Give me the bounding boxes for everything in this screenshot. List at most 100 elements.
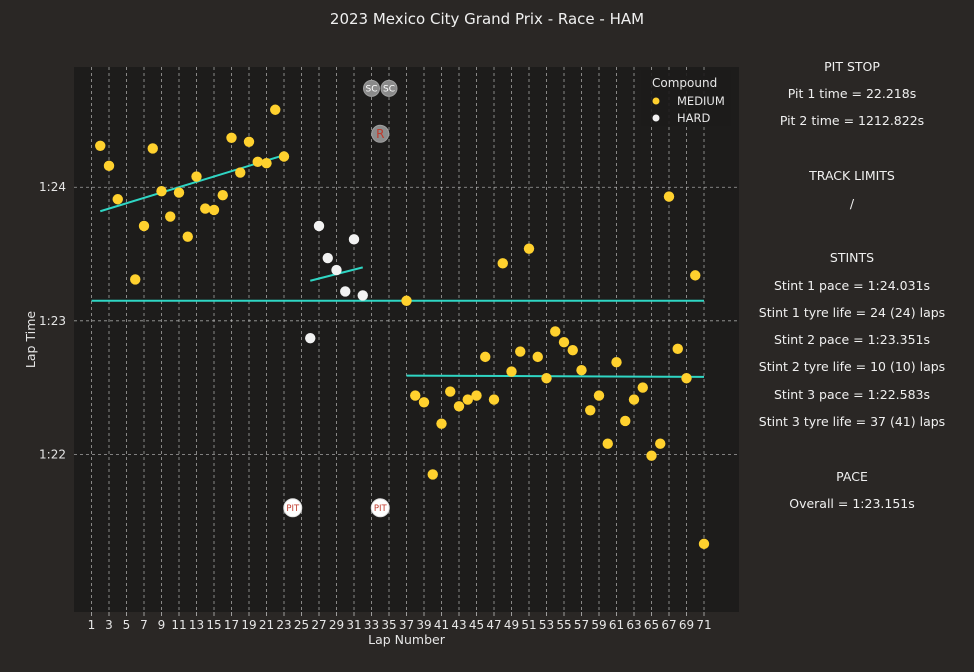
x-tick-label: 21 xyxy=(259,618,274,632)
medium-lap-point xyxy=(173,187,185,198)
x-tick-label: 63 xyxy=(626,618,641,632)
marker-sc-badge xyxy=(380,79,398,97)
medium-lap-point xyxy=(602,438,613,449)
medium-lap-point xyxy=(243,136,255,148)
marker-pit-badge xyxy=(283,498,303,518)
x-tick-label: 43 xyxy=(451,618,466,632)
medium-lap-point xyxy=(637,382,648,393)
y-axis-label: Lap Time xyxy=(23,311,38,368)
x-tick-label: 41 xyxy=(434,618,449,632)
medium-lap-point xyxy=(698,538,710,550)
x-tick-label: 29 xyxy=(329,618,344,632)
medium-lap-point xyxy=(471,390,482,401)
medium-lap-point xyxy=(130,274,141,285)
medium-lap-point xyxy=(585,405,596,416)
x-tick-label: 5 xyxy=(123,618,131,632)
x-tick-label: 17 xyxy=(224,618,239,632)
medium-lap-point xyxy=(690,270,701,281)
x-tick-label: 71 xyxy=(696,618,711,632)
legend-marker xyxy=(652,97,660,105)
medium-lap-point xyxy=(550,326,561,337)
legend-title: Compound xyxy=(652,76,717,90)
chart-title: 2023 Mexico City Grand Prix - Race - HAM xyxy=(329,10,645,28)
legend-entry-label: MEDIUM xyxy=(677,94,725,108)
x-tick-label: 49 xyxy=(504,618,519,632)
x-tick-label: 9 xyxy=(158,618,166,632)
medium-lap-point xyxy=(567,344,578,356)
medium-lap-point xyxy=(156,186,167,197)
medium-lap-point xyxy=(217,190,228,201)
medium-lap-point xyxy=(112,194,123,205)
medium-lap-point xyxy=(488,394,500,405)
medium-lap-point xyxy=(611,357,622,368)
medium-lap-point xyxy=(261,157,272,169)
medium-lap-point xyxy=(523,243,535,254)
medium-lap-point xyxy=(506,366,517,377)
medium-lap-point xyxy=(418,397,430,408)
side-panel-text: Stint 1 tyre life = 24 (24) laps xyxy=(758,305,946,320)
x-tick-label: 69 xyxy=(679,618,694,632)
side-panel-text: TRACK LIMITS xyxy=(809,168,895,183)
marker-sc-label: SC xyxy=(366,85,378,95)
hard-lap-point xyxy=(322,252,333,264)
x-tick-label: 25 xyxy=(294,618,309,632)
x-tick-label: 65 xyxy=(644,618,659,632)
marker-pit-label: PIT xyxy=(286,504,300,514)
x-tick-label: 33 xyxy=(364,618,379,632)
medium-lap-point xyxy=(278,151,290,162)
side-panel-text: STINTS xyxy=(829,250,875,265)
medium-lap-point xyxy=(681,373,692,384)
side-panel-text: Stint 2 pace = 1:23.351s xyxy=(773,332,931,347)
legend: Compound MEDIUM HARD xyxy=(641,70,731,126)
medium-lap-point xyxy=(95,140,106,152)
medium-lap-point xyxy=(427,469,438,480)
side-panel-text: Overall = 1:23.151s xyxy=(789,496,915,511)
x-tick-label: 39 xyxy=(416,618,431,632)
x-axis-label: Lap Number xyxy=(368,632,446,647)
medium-lap-point xyxy=(558,336,570,348)
x-tick-label: 11 xyxy=(171,618,186,632)
x-tick-label: 47 xyxy=(486,618,501,632)
marker-pit-label: PIT xyxy=(374,504,388,514)
medium-lap-point xyxy=(497,258,508,269)
medium-lap-point xyxy=(532,351,543,363)
x-tick-label: 55 xyxy=(556,618,571,632)
marker-r-badge xyxy=(371,124,390,143)
x-tick-label: 67 xyxy=(661,618,676,632)
medium-lap-point xyxy=(182,231,193,242)
y-tick-label: 1:22 xyxy=(39,447,66,461)
x-tick-label: 37 xyxy=(399,618,414,632)
hard-lap-point xyxy=(305,332,316,344)
medium-lap-point xyxy=(646,450,657,461)
marker-sc-label: SC xyxy=(383,85,395,95)
x-tick-label: 23 xyxy=(276,618,291,632)
medium-lap-point xyxy=(147,143,158,154)
medium-lap-point xyxy=(226,132,237,143)
legend-marker xyxy=(652,114,660,122)
x-tick-label: 31 xyxy=(346,618,361,632)
medium-lap-point xyxy=(103,160,115,172)
hard-lap-point xyxy=(357,290,368,301)
medium-lap-point xyxy=(138,220,150,232)
x-tick-label: 27 xyxy=(311,618,326,632)
side-panel-text: PACE xyxy=(836,469,868,484)
medium-lap-point xyxy=(620,415,631,427)
medium-lap-point xyxy=(576,365,587,376)
side-panel-text: Stint 3 pace = 1:22.583s xyxy=(773,387,931,402)
side-panel-text: Stint 2 tyre life = 10 (10) laps xyxy=(758,359,946,374)
x-tick-label: 35 xyxy=(381,618,396,632)
medium-lap-point xyxy=(453,401,465,412)
x-tick-label: 51 xyxy=(521,618,536,632)
x-tick-label: 1 xyxy=(88,618,96,632)
x-tick-label: 61 xyxy=(609,618,624,632)
hard-lap-point xyxy=(348,234,360,245)
medium-lap-point xyxy=(165,211,176,222)
medium-lap-point xyxy=(252,156,263,168)
x-tick-label: 59 xyxy=(591,618,606,632)
medium-lap-point xyxy=(655,438,666,449)
legend-entry-label: HARD xyxy=(677,111,711,125)
medium-lap-point xyxy=(208,204,220,216)
x-tick-label: 53 xyxy=(539,618,554,632)
side-panel-text: Pit 2 time = 1212.822s xyxy=(779,113,925,128)
